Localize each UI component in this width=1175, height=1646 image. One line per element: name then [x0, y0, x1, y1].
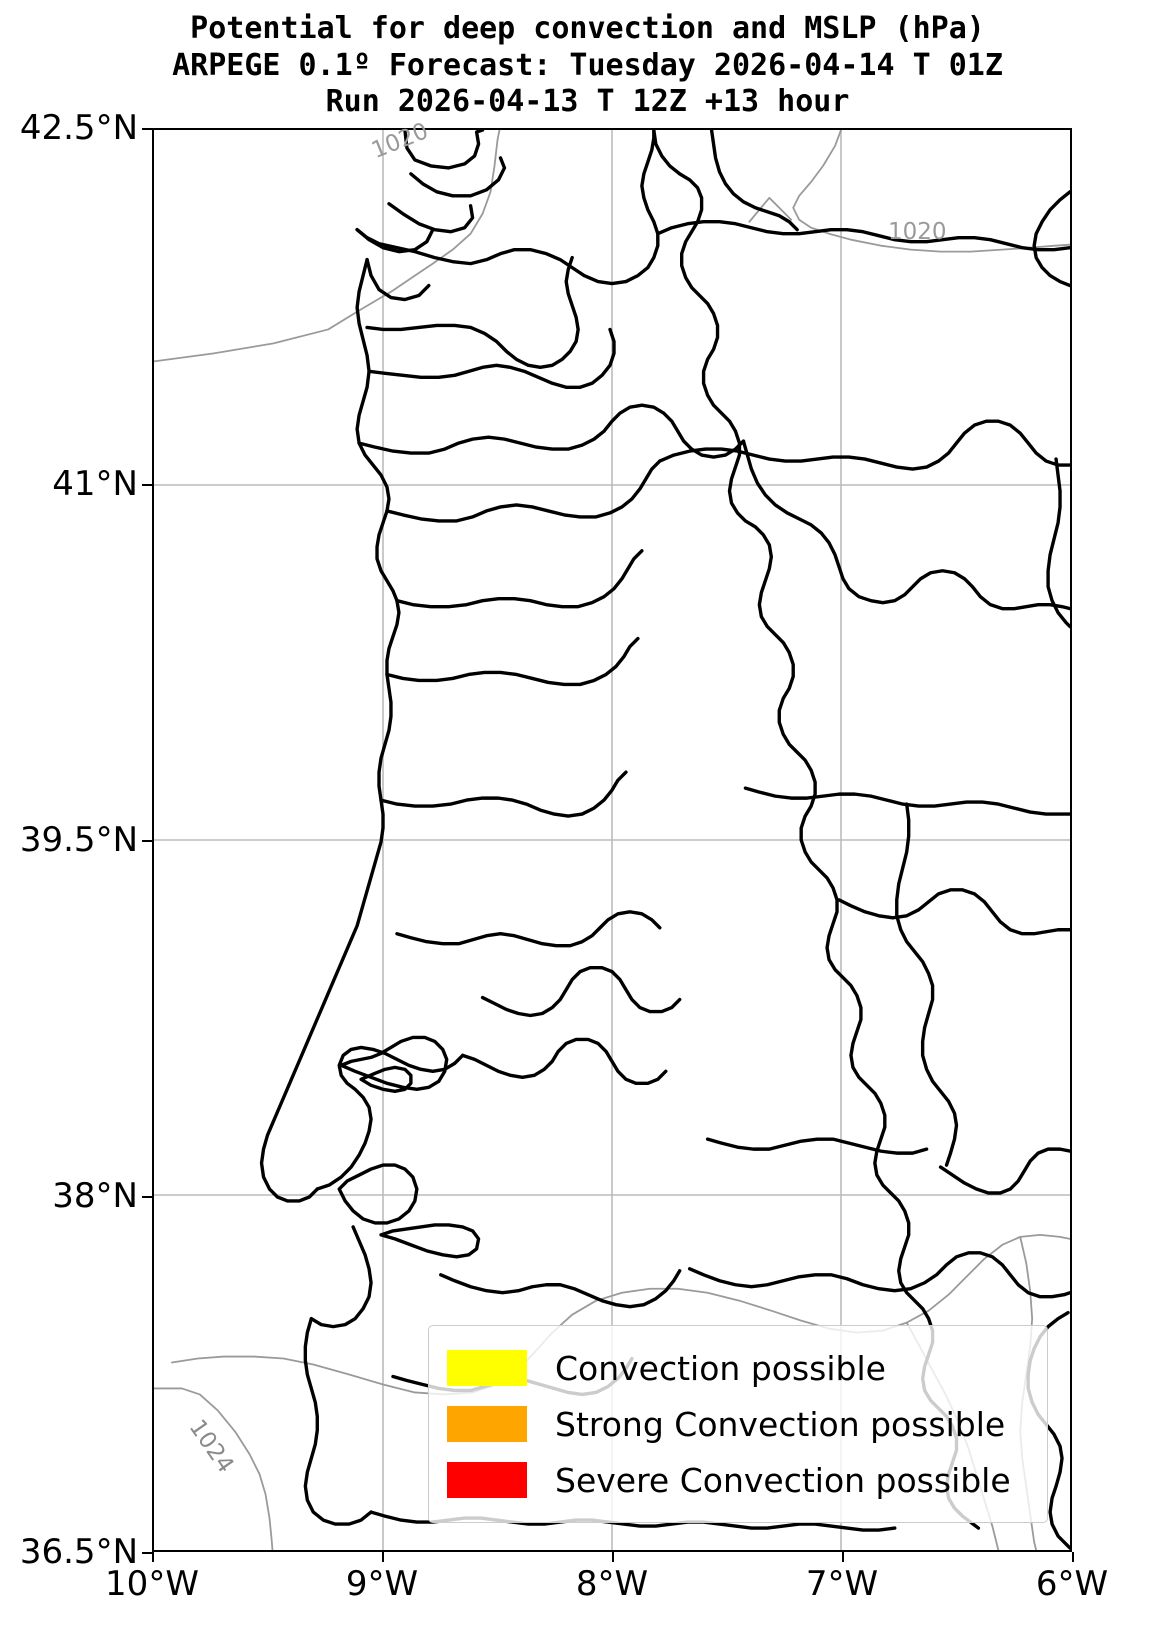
isobar-1020-ne: [792, 130, 1070, 253]
xtick-mark-4: [1072, 1552, 1074, 1562]
border-minho-douro-2: [367, 327, 616, 389]
border-beira-2: [395, 549, 644, 609]
legend: Convection possible Strong Convection po…: [428, 1325, 1048, 1523]
ytick-label-4: 36.5°N: [19, 1532, 138, 1572]
isobar-1020-ne-peak: [748, 196, 793, 223]
title-line-3: Run 2026-04-13 T 12Z +13 hour: [325, 84, 850, 120]
xtick-label-3: 7°W: [805, 1564, 879, 1604]
ytick-mark-4: [142, 1552, 152, 1554]
legend-label-0: Convection possible: [555, 1348, 886, 1388]
coast-estremadura: [315, 1045, 465, 1191]
coast-minho-douro: [259, 257, 401, 1203]
border-estremadura-1: [460, 1037, 668, 1086]
title-line-1: Potential for deep convection and MSLP (…: [190, 11, 985, 46]
border-beira-estrela: [385, 636, 640, 687]
xtick-mark-3: [842, 1552, 844, 1562]
ytick-mark-1: [142, 484, 152, 486]
coast-galicia: [355, 130, 507, 302]
border-spain-inner-2: [895, 802, 959, 1167]
border-castilla-2: [741, 439, 1070, 611]
coast-setubal-2: [309, 1225, 373, 1329]
border-leiria: [395, 910, 662, 948]
xtick-label-4: 6°W: [1035, 1564, 1109, 1604]
ytick-label-1: 41°N: [52, 464, 138, 504]
border-galicia-south: [355, 130, 660, 286]
isobar-south-coast: [171, 1233, 1070, 1396]
border-beira-sul: [379, 770, 628, 818]
coast-setubal: [337, 1163, 419, 1225]
legend-item-convection-possible: Convection possible: [447, 1340, 1031, 1396]
gridlines: [154, 130, 1070, 1550]
xtick-label-1: 9°W: [345, 1564, 419, 1604]
ytick-label-2: 39.5°N: [19, 820, 138, 860]
border-castilla-1: [658, 419, 1070, 471]
tagus-estuary: [339, 1035, 449, 1091]
ytick-mark-0: [142, 128, 152, 130]
title-line-2: ARPEGE 0.1º Forecast: Tuesday 2026-04-14…: [172, 47, 1003, 83]
border-alentejo-1: [439, 1269, 682, 1309]
legend-item-strong-convection-possible: Strong Convection possible: [447, 1396, 1031, 1452]
ytick-label-0: 42.5°N: [19, 108, 138, 148]
page-title: Potential for deep convection and MSLP (…: [0, 0, 1175, 121]
xtick-mark-1: [382, 1552, 384, 1562]
ytick-mark-2: [142, 840, 152, 842]
xtick-label-0: 10°W: [105, 1564, 199, 1604]
legend-item-severe-convection-possible: Severe Convection possible: [447, 1452, 1031, 1508]
sado-estuary: [379, 1223, 481, 1259]
border-portugal-spain: [652, 130, 981, 1530]
border-extremadura-andalucia: [938, 1147, 1070, 1195]
border-andalucia-n: [687, 1251, 1070, 1299]
legend-label-1: Strong Convection possible: [555, 1404, 1006, 1444]
isobar-label-1020-northeast: 1020: [888, 219, 947, 245]
border-extremadura-n: [743, 786, 1070, 816]
map-plot-area: [152, 128, 1072, 1552]
border-douro-beira: [357, 403, 746, 459]
border-beira-1: [385, 459, 662, 523]
border-spain-inner-3: [705, 1137, 929, 1155]
border-spain-north-2: [709, 130, 799, 232]
border-santarem: [480, 965, 682, 1018]
isobar-1024-sw: [154, 1387, 274, 1550]
border-ne-corner: [1032, 190, 1070, 288]
xtick-mark-2: [612, 1552, 614, 1562]
ytick-label-3: 38°N: [52, 1176, 138, 1216]
tagus-inlet: [359, 1065, 413, 1093]
isobar-1020-north: [154, 130, 501, 363]
border-extremadura-mid: [837, 888, 1070, 936]
border-minho-douro-1: [365, 255, 580, 370]
legend-label-2: Severe Convection possible: [555, 1460, 1011, 1500]
coast-alentejo-sw: [303, 1316, 373, 1526]
legend-swatch-red: [447, 1462, 527, 1498]
xtick-label-2: 8°W: [575, 1564, 649, 1604]
legend-swatch-yellow: [447, 1350, 527, 1386]
border-spain-inner-1: [1046, 457, 1070, 629]
border-spain-north-1: [656, 220, 1070, 252]
xtick-mark-0: [152, 1552, 154, 1562]
ytick-mark-3: [142, 1196, 152, 1198]
legend-swatch-orange: [447, 1406, 527, 1442]
